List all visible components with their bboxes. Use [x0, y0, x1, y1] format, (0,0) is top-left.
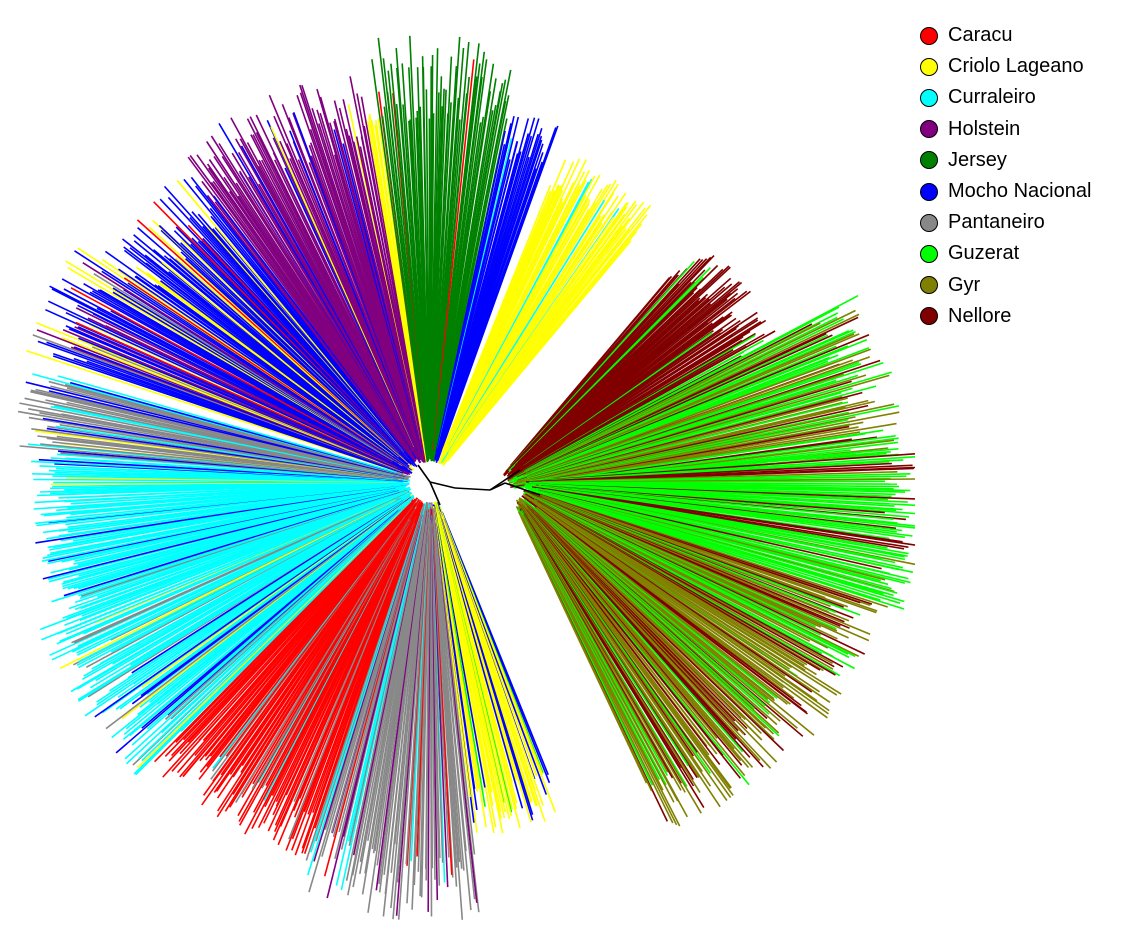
legend-label-jersey: Jersey	[948, 148, 1007, 171]
legend-item-guzerat: Guzerat	[920, 238, 1091, 269]
leaf-branch-1063	[71, 497, 395, 644]
tree-branches	[17, 35, 916, 920]
legend-item-nellore: Nellore	[920, 301, 1091, 332]
internal-branch-1	[454, 487, 491, 491]
legend-label-caracu: Caracu	[948, 24, 1013, 47]
internal-branch-5	[489, 469, 521, 491]
legend-label-guzerat: Guzerat	[948, 242, 1020, 265]
legend-label-criolo-lageano: Criolo Lageano	[948, 55, 1084, 78]
leaf-branch-1070	[41, 498, 389, 641]
legend-label-curraleiro: Curraleiro	[948, 86, 1036, 109]
legend-swatch-curraleiro	[920, 88, 938, 107]
legend-swatch-jersey	[920, 151, 938, 170]
legend-swatch-criolo-lageano	[920, 57, 938, 76]
leaf-branch-718	[525, 509, 742, 779]
leaf-branch-1199	[57, 375, 398, 474]
legend-item-jersey: Jersey	[920, 145, 1091, 176]
leaf-branch-158	[255, 114, 413, 444]
legend-item-mocho-nacional: Mocho Nacional	[920, 176, 1091, 207]
leaf-branch-72	[161, 261, 400, 458]
leaf-branch-582	[546, 490, 896, 564]
leaf-branch-1137	[58, 483, 386, 499]
leaf-branch-1047	[99, 498, 399, 665]
legend-swatch-nellore	[920, 307, 938, 326]
leaf-branch-1109	[50, 487, 396, 555]
leaf-branch-818	[433, 524, 476, 900]
leaf-branch-372	[446, 240, 632, 462]
leaf-branch-771	[443, 522, 538, 777]
leaf-branch-172	[288, 117, 420, 454]
legend-swatch-guzerat	[920, 244, 938, 263]
leaf-branch-1158	[65, 457, 387, 480]
leaf-branch-561	[542, 485, 894, 521]
leaf-branch-35	[70, 287, 394, 463]
leaf-branch-1135	[34, 483, 387, 504]
leaf-branch-742	[519, 507, 705, 809]
legend-label-gyr: Gyr	[948, 273, 981, 296]
internal-branch-4	[417, 464, 431, 483]
leaf-branch-264	[432, 59, 475, 450]
leaf-branch-0	[26, 350, 405, 475]
leaf-branch-602	[545, 494, 905, 610]
leaf-branch-206	[349, 76, 424, 446]
legend-item-gyr: Gyr	[920, 270, 1091, 301]
leaf-branch-820	[432, 516, 472, 911]
legend-item-pantaneiro: Pantaneiro	[920, 207, 1091, 238]
legend-label-nellore: Nellore	[948, 304, 1012, 327]
leaf-branch-368	[456, 204, 652, 449]
internal-branches	[417, 464, 541, 506]
leaf-branch-242	[425, 89, 431, 443]
legend-swatch-gyr	[920, 276, 938, 295]
legend-item-holstein: Holstein	[920, 114, 1091, 145]
leaf-branch-325	[446, 159, 587, 447]
legend-item-curraleiro: Curraleiro	[920, 82, 1091, 113]
legend-label-pantaneiro: Pantaneiro	[948, 211, 1045, 234]
legend-swatch-holstein	[920, 120, 938, 139]
legend-swatch-mocho-nacional	[920, 182, 938, 201]
leaf-branch-763	[520, 516, 648, 784]
legend-swatch-caracu	[920, 26, 938, 45]
leaf-branch-569	[540, 487, 906, 539]
leaf-branch-433	[522, 319, 759, 470]
leaf-branch-311	[436, 125, 559, 462]
legend-item-criolo-lageano: Criolo Lageano	[920, 51, 1091, 82]
phylogenetic-tree	[17, 35, 916, 920]
legend-swatch-pantaneiro	[920, 213, 938, 232]
breed-legend: Caracu Criolo Lageano Curraleiro Holstei…	[920, 20, 1091, 332]
leaf-branch-293	[438, 141, 519, 445]
leaf-branch-841	[425, 504, 431, 869]
internal-branch-0	[429, 481, 456, 489]
legend-label-mocho-nacional: Mocho Nacional	[948, 180, 1092, 203]
leaf-branch-1121	[67, 486, 389, 529]
legend-item-caracu: Caracu	[920, 20, 1091, 51]
leaf-branch-474	[527, 348, 871, 477]
leaf-branch-1068	[65, 493, 402, 635]
leaf-branch-847	[411, 524, 429, 910]
legend-label-holstein: Holstein	[948, 117, 1021, 140]
internal-branch-6	[504, 482, 541, 496]
internal-branch-3	[429, 481, 441, 506]
